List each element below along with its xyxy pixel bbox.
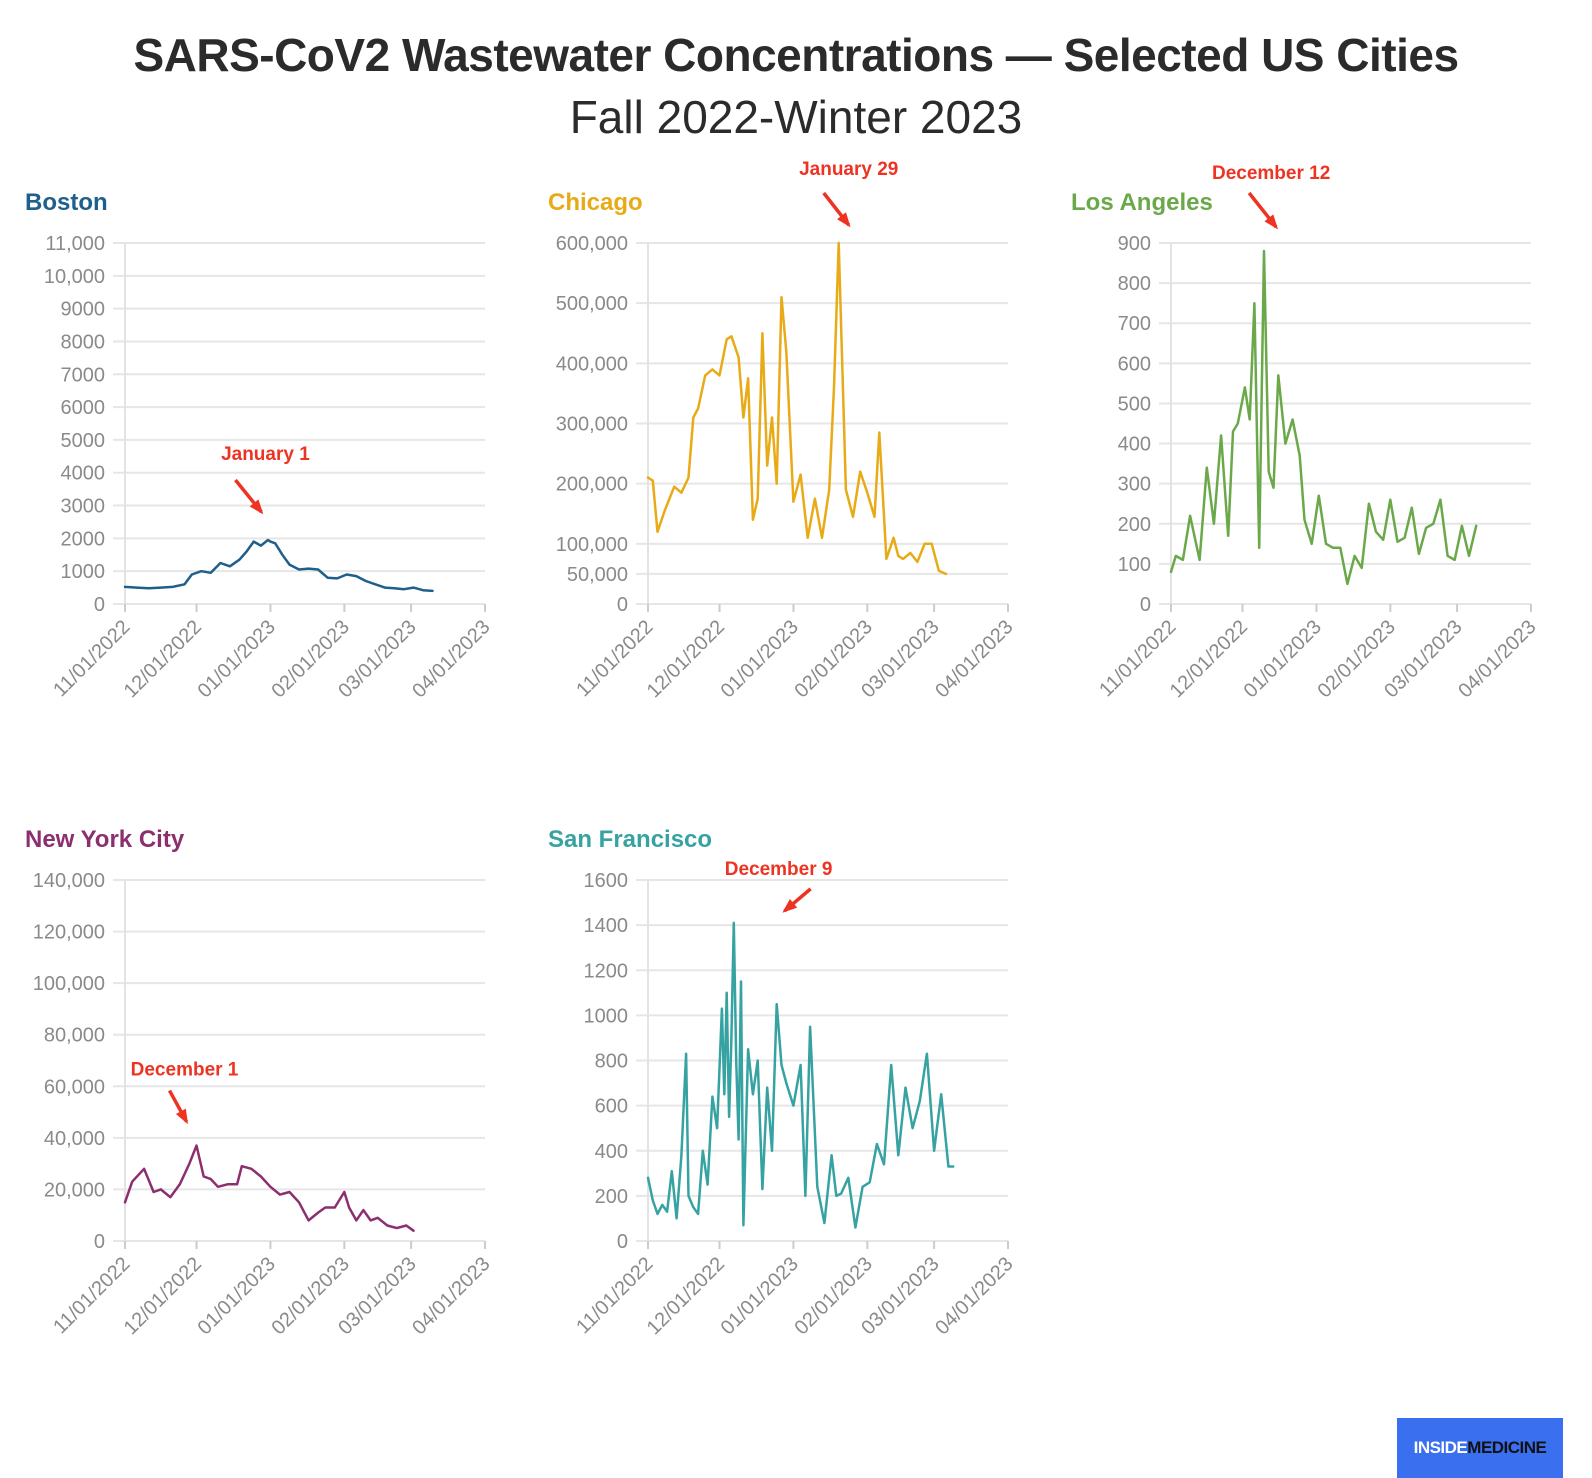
series-line (123, 538, 434, 593)
y-tick-label: 300 (1118, 474, 1151, 496)
x-tick-label: 01/01/2023 (1240, 616, 1326, 702)
y-tick-label: 10,000 (44, 266, 105, 288)
x-tick-label: 01/01/2023 (717, 1253, 803, 1339)
y-tick-label: 7000 (61, 364, 106, 386)
y-tick-label: 5000 (61, 430, 106, 452)
y-tick-label: 800 (595, 1051, 628, 1073)
y-tick-label: 11,000 (45, 233, 105, 255)
y-tick-label: 4000 (61, 463, 106, 485)
y-tick-label: 1000 (584, 1005, 629, 1027)
y-tick-label: 9000 (61, 299, 106, 321)
chart-title: Los Angeles (1071, 189, 1213, 216)
annotation-label: January 1 (221, 444, 310, 465)
y-tick-label: 1000 (61, 561, 106, 583)
annotation-label: December 9 (725, 859, 833, 880)
brand-logo: INSIDE MEDICINE (1397, 1418, 1563, 1478)
y-tick-label: 8000 (61, 331, 106, 353)
y-tick-label: 600,000 (556, 233, 628, 255)
annotation-label: December 1 (131, 1060, 239, 1081)
x-tick-label: 01/01/2023 (194, 1253, 280, 1339)
x-tick-label: 01/01/2023 (194, 616, 280, 702)
series-line (1169, 249, 1478, 586)
y-tick-label: 800 (1118, 273, 1151, 295)
series-line (646, 921, 955, 1229)
chart-title: San Francisco (548, 826, 712, 853)
page-subtitle: Fall 2022-Winter 2023 (569, 91, 1023, 143)
y-tick-label: 0 (1140, 594, 1151, 616)
brand-part2: MEDICINE (1467, 1438, 1547, 1457)
x-tick-label: 12/01/2022 (643, 1253, 729, 1339)
y-tick-label: 400 (1118, 434, 1151, 456)
series-line (123, 1144, 415, 1232)
y-tick-label: 100 (1118, 554, 1151, 576)
y-tick-label: 2000 (61, 528, 106, 550)
y-tick-label: 700 (1118, 313, 1151, 335)
y-tick-label: 0 (94, 1231, 105, 1253)
annotation-arrow-head (837, 212, 851, 228)
annotation-arrow-head (1264, 214, 1278, 230)
annotation-arrow-head (249, 499, 264, 515)
y-tick-label: 1400 (584, 915, 629, 937)
annotation-arrow-head (782, 898, 798, 913)
y-tick-label: 1600 (584, 870, 629, 892)
x-tick-label: 04/01/2023 (1454, 616, 1540, 702)
y-tick-label: 300,000 (556, 414, 628, 436)
x-tick-label: 04/01/2023 (931, 616, 1017, 702)
y-tick-label: 0 (617, 594, 628, 616)
x-tick-label: 01/01/2023 (717, 616, 803, 702)
y-tick-label: 1200 (584, 960, 629, 982)
x-tick-label: 12/01/2022 (120, 1253, 206, 1339)
chart-title: Chicago (548, 189, 643, 216)
y-tick-label: 500,000 (556, 293, 628, 315)
x-tick-label: 04/01/2023 (408, 616, 494, 702)
y-tick-label: 80,000 (44, 1025, 105, 1047)
y-tick-label: 100,000 (556, 534, 628, 556)
brand-part1: INSIDE (1413, 1438, 1468, 1457)
y-tick-label: 600 (595, 1096, 628, 1118)
y-tick-label: 400,000 (556, 353, 628, 375)
y-tick-label: 140,000 (33, 870, 105, 892)
y-tick-label: 20,000 (44, 1179, 105, 1201)
annotation-label: January 29 (799, 159, 898, 180)
y-tick-label: 3000 (61, 496, 106, 518)
x-tick-label: 12/01/2022 (120, 616, 206, 702)
y-tick-label: 200,000 (556, 474, 628, 496)
series-line (646, 241, 948, 576)
annotation-arrow-head (175, 1108, 188, 1125)
y-tick-label: 200 (1118, 514, 1151, 536)
chart-title: New York City (25, 826, 185, 853)
x-tick-label: 04/01/2023 (931, 1253, 1017, 1339)
y-tick-label: 6000 (61, 397, 106, 419)
x-tick-label: 12/01/2022 (643, 616, 729, 702)
y-tick-label: 40,000 (44, 1128, 105, 1150)
x-tick-label: 12/01/2022 (1166, 616, 1252, 702)
x-tick-label: 04/01/2023 (408, 1253, 494, 1339)
y-tick-label: 400 (595, 1141, 628, 1163)
page-title: SARS-CoV2 Wastewater Concentrations — Se… (133, 29, 1459, 81)
y-tick-label: 500 (1118, 393, 1151, 415)
y-tick-label: 50,000 (567, 564, 628, 586)
y-tick-label: 60,000 (44, 1076, 105, 1098)
y-tick-label: 200 (595, 1186, 628, 1208)
y-tick-label: 900 (1118, 233, 1151, 255)
y-tick-label: 0 (617, 1231, 628, 1253)
annotation-label: December 12 (1212, 163, 1330, 184)
y-tick-label: 100,000 (33, 973, 105, 995)
chart-title: Boston (25, 189, 108, 216)
y-tick-label: 120,000 (33, 922, 105, 944)
y-tick-label: 0 (94, 594, 105, 616)
y-tick-label: 600 (1118, 353, 1151, 375)
